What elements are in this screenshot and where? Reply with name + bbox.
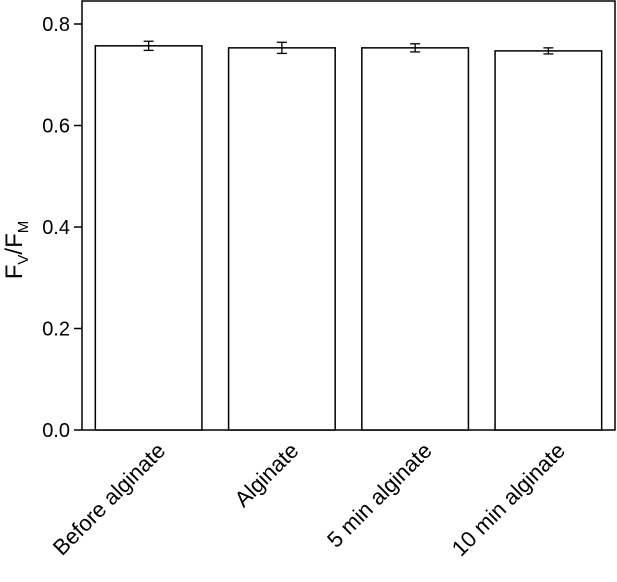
y-axis-label: FV/FM xyxy=(1,221,32,280)
x-category-label: Before alginate xyxy=(48,438,170,560)
x-axis-labels: Before alginate Alginate 5 min alginate 10 … xyxy=(48,438,570,561)
y-tick-label: 0.8 xyxy=(42,14,70,36)
error-bar xyxy=(276,41,287,55)
ylabel-sub-2: M xyxy=(15,221,32,234)
plot-frame xyxy=(81,0,616,431)
y-axis: 0.0 0.2 0.4 0.6 0.8 xyxy=(42,14,82,442)
y-tick-label: 0.4 xyxy=(42,217,70,239)
x-category-label: Alginate xyxy=(230,438,304,512)
ylabel-main-1: F xyxy=(1,265,28,280)
x-category-label: 5 min alginate xyxy=(322,438,437,553)
x-category-label: 10 min alginate xyxy=(447,438,570,561)
ylabel-slash: / xyxy=(1,248,28,255)
bars xyxy=(94,45,603,431)
y-tick-label: 0.0 xyxy=(42,420,70,442)
ylabel-sub-1: V xyxy=(15,255,32,265)
error-bar xyxy=(410,43,421,53)
error-bar xyxy=(143,40,154,52)
error-bars xyxy=(143,40,554,55)
y-tick-label: 0.2 xyxy=(42,319,70,341)
y-tick-label: 0.6 xyxy=(42,116,70,138)
bar xyxy=(94,45,203,431)
bar xyxy=(227,47,336,431)
ylabel-main-2: F xyxy=(1,233,28,248)
bar xyxy=(494,50,603,431)
error-bar xyxy=(543,47,554,55)
bar xyxy=(361,47,470,431)
